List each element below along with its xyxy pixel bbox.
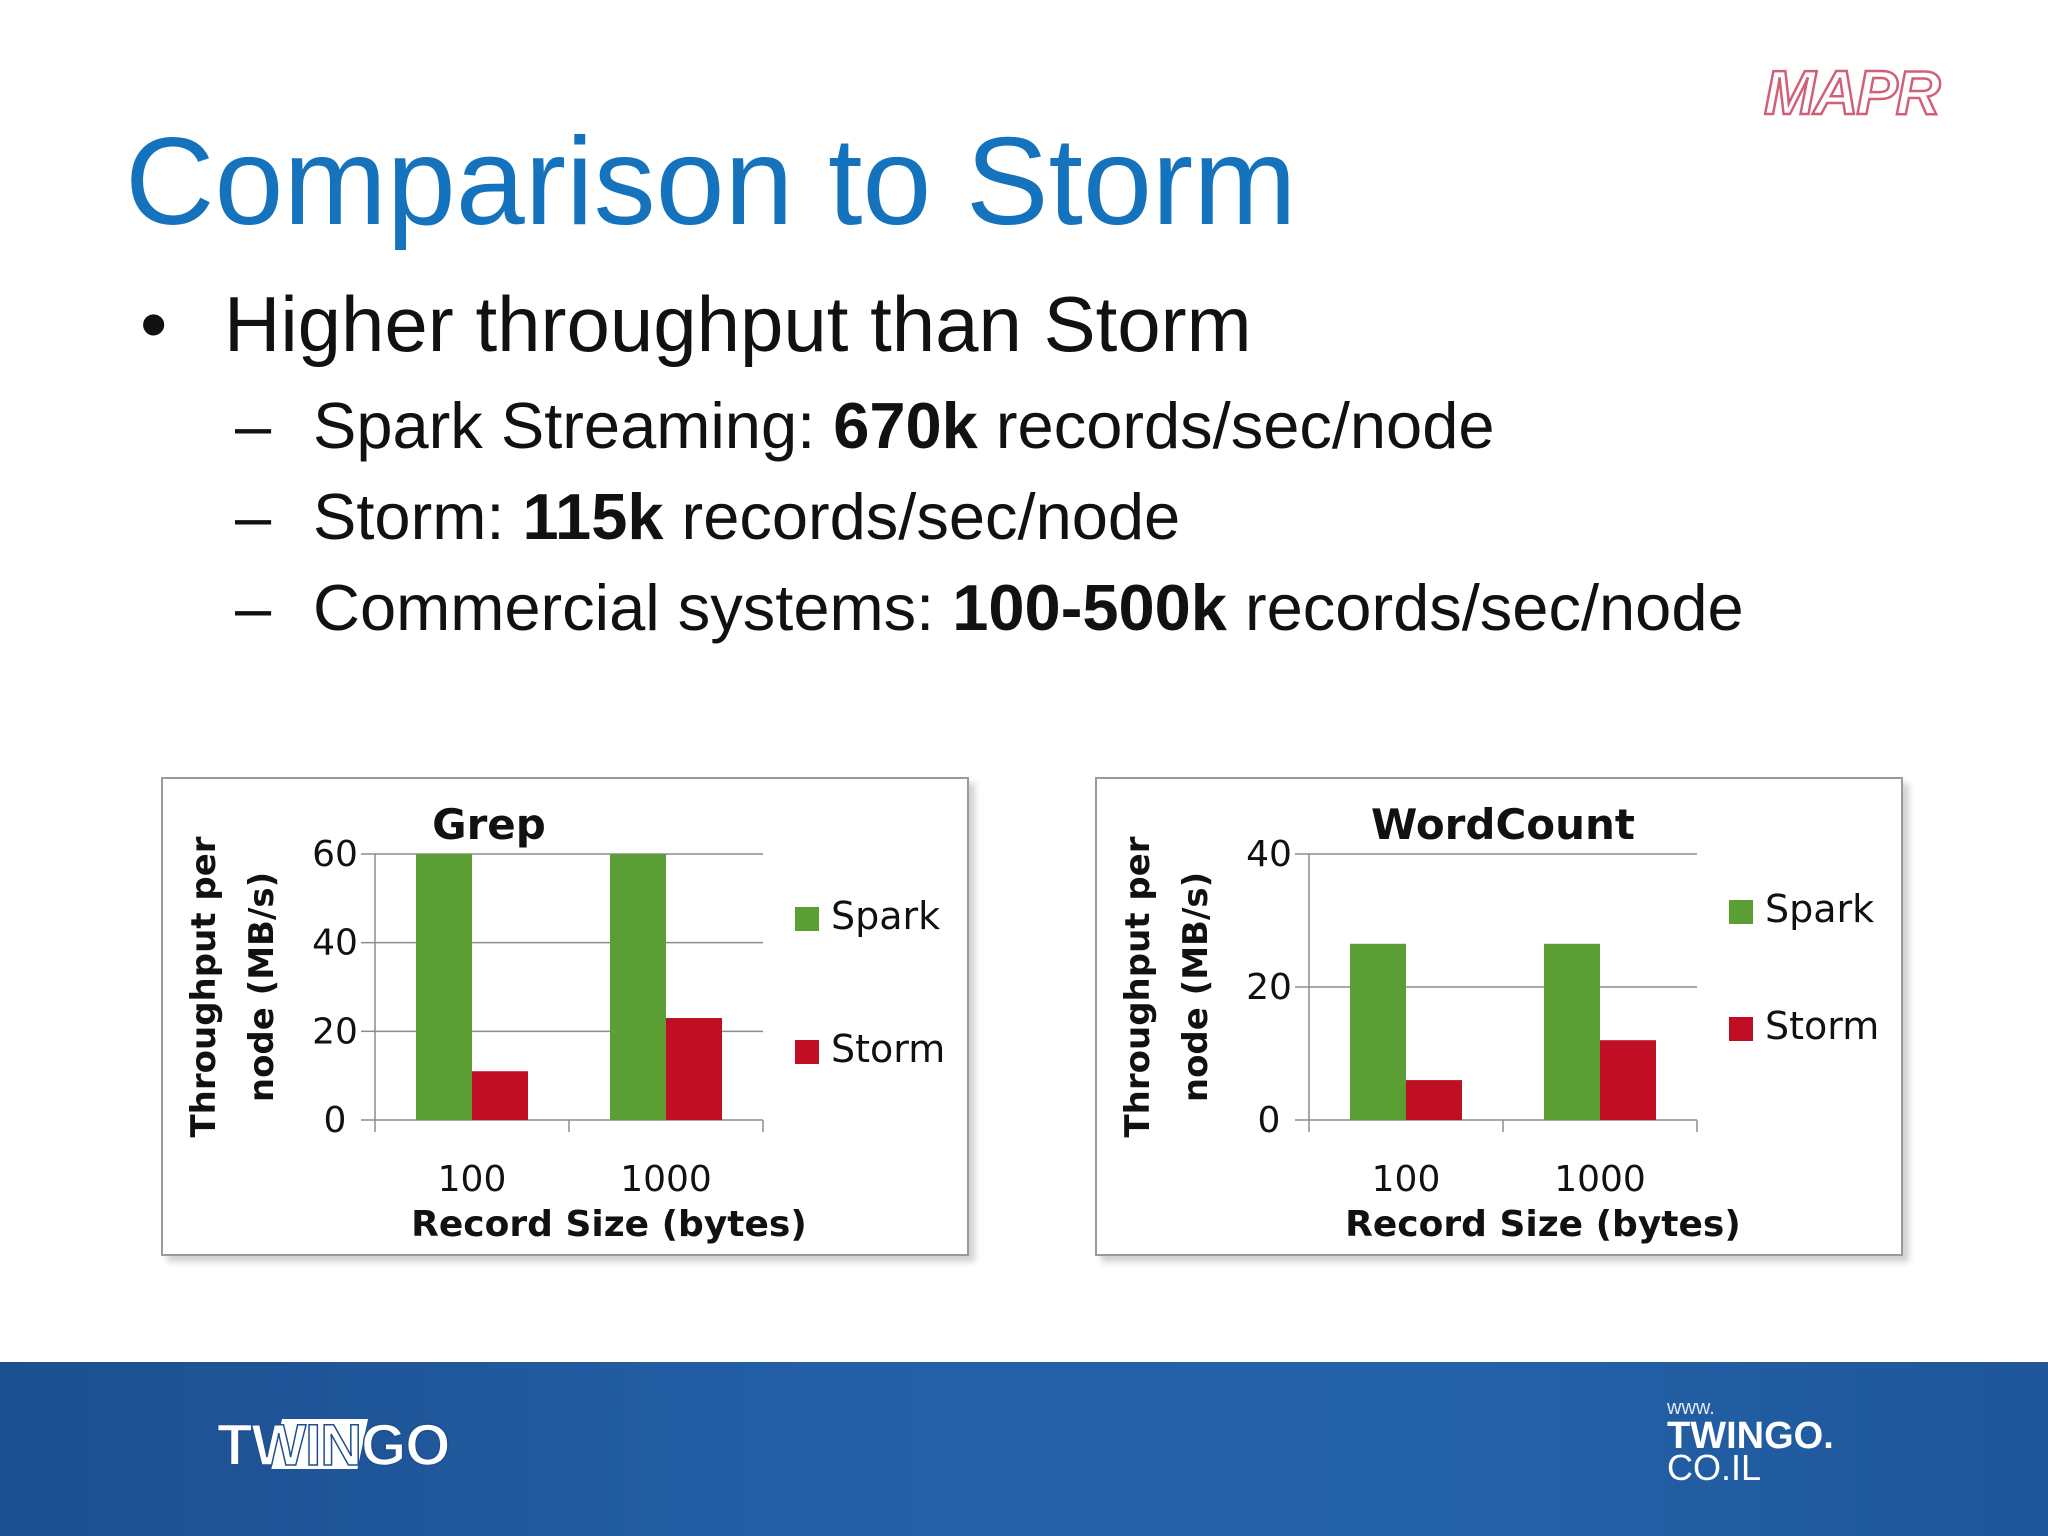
- sub-bullet-bold: 670k: [833, 389, 978, 462]
- slide-title: Comparison to Storm: [125, 113, 1297, 251]
- bar-storm-1000: [666, 1018, 722, 1120]
- y-axis-label: Throughput per: [1118, 836, 1158, 1137]
- sub-bullet-text: Commercial systems:: [313, 571, 953, 644]
- bar-spark-1000: [1544, 943, 1600, 1120]
- legend-label-storm: Storm: [1765, 1004, 1879, 1048]
- bar-storm-1000: [1600, 1040, 1656, 1120]
- mapr-logo: MAPR: [1763, 58, 1944, 128]
- svg-text:TWINGO: TWINGO: [217, 1413, 449, 1478]
- sub-bullet-spark: – Spark Streaming: 670k records/sec/node: [235, 393, 1495, 458]
- twingo-logo: TWINGO: [216, 1412, 451, 1479]
- y-tick-label: 0: [1258, 1100, 1281, 1141]
- x-tick-label: 1000: [620, 1159, 712, 1200]
- legend-swatch-storm: [795, 1040, 819, 1064]
- x-tick-label: 100: [1372, 1159, 1441, 1200]
- x-axis-label: Record Size (bytes): [411, 1204, 807, 1245]
- sub-bullet-text: records/sec/node: [1226, 571, 1744, 644]
- y-tick-label: 40: [312, 923, 358, 964]
- y-tick-label: 0: [324, 1100, 347, 1141]
- main-bullet: • Higher throughput than Storm: [140, 285, 1252, 363]
- bar-spark-100: [1350, 943, 1406, 1120]
- legend-label-storm: Storm: [831, 1027, 945, 1071]
- wordcount-bar-chart: 0 20 40 100 1000 WordCount Record Size (bytes)…: [1118, 800, 1879, 1245]
- legend-label-spark: Spark: [1765, 887, 1874, 931]
- y-tick-label: 40: [1246, 834, 1292, 875]
- legend-label-spark: Spark: [831, 894, 940, 938]
- chart-title: Grep: [432, 800, 546, 849]
- dash: –: [235, 389, 272, 462]
- sub-bullet-bold: 115k: [522, 480, 664, 553]
- y-axis-label: node (MB/s): [242, 872, 282, 1102]
- chart-wordcount: 0 20 40 100 1000 WordCount Record Size (bytes)…: [1095, 777, 1903, 1256]
- bar-storm-100: [472, 1071, 528, 1120]
- main-bullet-text: Higher throughput than Storm: [224, 280, 1252, 368]
- bar-spark-100: [416, 854, 472, 1120]
- sub-bullet-text: records/sec/node: [977, 389, 1495, 462]
- x-tick-label: 1000: [1554, 1159, 1646, 1200]
- y-axis-label: node (MB/s): [1176, 872, 1216, 1102]
- chart-grep: 0 20 40 60 100 1000 Grep Record Size (bytes) Thr…: [161, 777, 969, 1256]
- y-tick-label: 20: [1246, 967, 1292, 1008]
- sub-bullet-text: Storm:: [313, 480, 523, 553]
- twingo-logo-badge: [271, 1419, 369, 1469]
- y-tick-label: 60: [312, 834, 358, 875]
- sub-bullet-storm: – Storm: 115k records/sec/node: [235, 484, 1180, 549]
- dash: –: [235, 480, 272, 553]
- y-tick-label: 20: [312, 1011, 358, 1052]
- svg-text:TWINGO.: TWINGO.: [1667, 1415, 1834, 1457]
- sub-bullet-bold: 100-500k: [952, 571, 1227, 644]
- x-tick-label: 100: [438, 1159, 507, 1200]
- dash: –: [235, 571, 272, 644]
- legend-swatch-spark: [795, 907, 819, 931]
- twingo-url-logo: www. TWINGO. CO.IL: [1666, 1397, 1834, 1488]
- bar-storm-100: [1406, 1080, 1462, 1120]
- svg-text:www.: www.: [1666, 1397, 1715, 1419]
- chart-title: WordCount: [1371, 800, 1635, 849]
- svg-text:MAPR: MAPR: [1764, 59, 1941, 128]
- grep-bar-chart: 0 20 40 60 100 1000 Grep Record Size (bytes) Thr…: [184, 800, 945, 1245]
- sub-bullet-text: records/sec/node: [663, 480, 1181, 553]
- bar-spark-1000: [610, 854, 666, 1120]
- bullet-marker: •: [140, 280, 168, 368]
- svg-text:CO.IL: CO.IL: [1667, 1447, 1761, 1488]
- y-axis-label: Throughput per: [184, 836, 224, 1137]
- x-axis-label: Record Size (bytes): [1345, 1204, 1741, 1245]
- legend-swatch-storm: [1729, 1017, 1753, 1041]
- sub-bullet-text: Spark Streaming:: [313, 389, 834, 462]
- sub-bullet-commercial: – Commercial systems: 100-500k records/se…: [235, 575, 1744, 640]
- legend-swatch-spark: [1729, 900, 1753, 924]
